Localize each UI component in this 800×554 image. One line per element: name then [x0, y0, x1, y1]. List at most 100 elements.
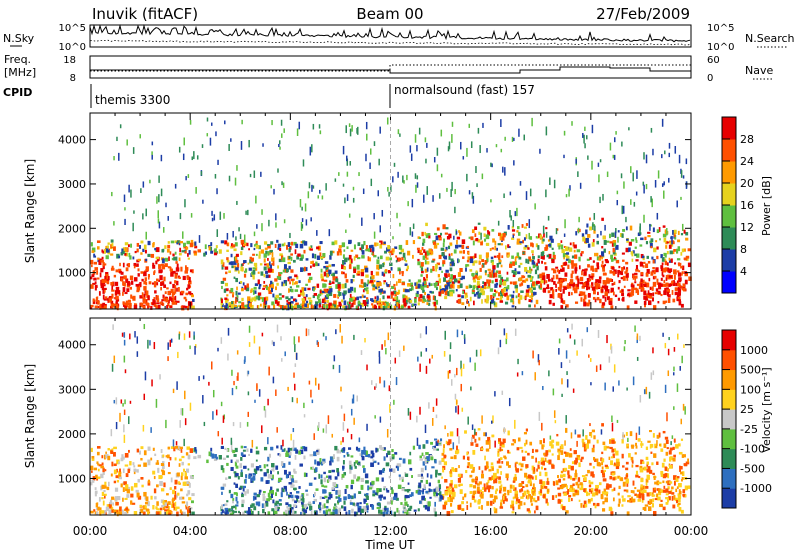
echo-cell	[656, 282, 659, 285]
echo-cell	[189, 301, 193, 304]
echo-cell	[112, 452, 116, 457]
echo-cell	[167, 300, 170, 304]
echo-cell	[539, 283, 543, 289]
echo-cell	[603, 248, 606, 253]
echo-cell	[672, 457, 676, 462]
echo-cell	[583, 271, 587, 276]
echo-cell	[97, 468, 100, 472]
echo-cell	[581, 269, 586, 272]
echo-cell	[622, 465, 625, 468]
echo-cell	[575, 158, 577, 164]
echo-cell	[369, 453, 372, 458]
echo-cell	[537, 464, 540, 469]
echo-cell	[606, 285, 609, 289]
echo-cell	[161, 263, 164, 266]
echo-cell	[420, 467, 424, 473]
echo-cell	[101, 249, 104, 253]
echo-cell	[161, 302, 165, 306]
echo-cell	[119, 124, 122, 129]
echo-cell	[370, 462, 374, 467]
echo-cell	[244, 510, 247, 514]
echo-cell	[347, 301, 349, 305]
nsky-tick-bottom: 10^0	[59, 42, 86, 53]
echo-cell	[316, 255, 320, 260]
echo-cell	[376, 264, 380, 270]
echo-cell	[432, 265, 435, 271]
echo-cell	[551, 258, 555, 264]
echo-cell	[567, 474, 571, 479]
echo-cell	[653, 453, 657, 458]
echo-cell	[119, 476, 122, 480]
echo-cell	[482, 490, 484, 496]
echo-cell	[680, 438, 684, 441]
echo-cell	[585, 268, 588, 271]
echo-cell	[248, 474, 251, 479]
echo-cell	[226, 462, 229, 466]
echo-cell	[174, 183, 177, 189]
echo-cell	[286, 244, 289, 250]
echo-cell	[283, 264, 287, 269]
echo-cell	[347, 257, 350, 261]
echo-cell	[316, 246, 320, 250]
freq-label-2: [MHz]	[4, 66, 36, 79]
echo-cell	[176, 287, 178, 292]
echo-cell	[91, 458, 95, 461]
echo-cell	[116, 136, 118, 142]
echo-cell	[654, 292, 659, 295]
echo-cell	[235, 253, 239, 257]
echo-cell	[474, 260, 478, 264]
echo-cell	[243, 273, 247, 278]
echo-cell	[140, 508, 144, 514]
echo-cell	[407, 283, 411, 286]
echo-cell	[433, 301, 436, 307]
echo-cell	[270, 486, 273, 491]
echo-cell	[477, 222, 481, 225]
echo-cell	[667, 486, 670, 490]
echo-cell	[161, 258, 165, 264]
echo-cell	[262, 285, 266, 288]
echo-cell	[392, 468, 396, 473]
echo-cell	[426, 267, 429, 272]
echo-cell	[246, 242, 249, 247]
echo-cell	[436, 242, 440, 246]
echo-cell	[621, 141, 623, 147]
echo-cell	[348, 301, 351, 306]
echo-cell	[514, 261, 517, 265]
echo-cell	[513, 272, 516, 277]
echo-cell	[283, 448, 286, 452]
echo-cell	[96, 240, 101, 243]
echo-cell	[677, 289, 682, 293]
echo-cell	[450, 479, 453, 485]
echo-cell	[647, 290, 650, 295]
echo-cell	[397, 289, 401, 295]
echo-cell	[303, 249, 306, 254]
echo-cell	[591, 273, 595, 278]
echo-cell	[241, 297, 244, 302]
echo-cell	[191, 511, 195, 515]
echo-cell	[190, 213, 193, 218]
echo-cell	[592, 239, 595, 243]
echo-cell	[663, 237, 667, 243]
echo-cell	[455, 288, 458, 292]
echo-cell	[542, 254, 545, 260]
echo-cell	[140, 446, 144, 450]
echo-cell	[617, 272, 620, 278]
echo-cell	[319, 256, 324, 259]
echo-cell	[432, 258, 436, 261]
echo-cell	[147, 501, 150, 507]
echo-cell	[120, 252, 124, 256]
echo-cell	[124, 511, 127, 515]
echo-cell	[501, 444, 505, 448]
echo-cell	[167, 501, 171, 505]
echo-cell	[278, 503, 282, 506]
echo-cell	[103, 279, 107, 283]
echo-cell	[168, 510, 172, 513]
echo-cell	[238, 304, 240, 308]
echo-cell	[645, 486, 649, 489]
echo-cell	[279, 146, 281, 150]
echo-cell	[318, 298, 321, 304]
power-cbar-label: Power [dB]	[760, 176, 773, 236]
echo-cell	[542, 225, 545, 234]
echo-cell	[401, 478, 404, 482]
echo-cell	[147, 295, 150, 301]
